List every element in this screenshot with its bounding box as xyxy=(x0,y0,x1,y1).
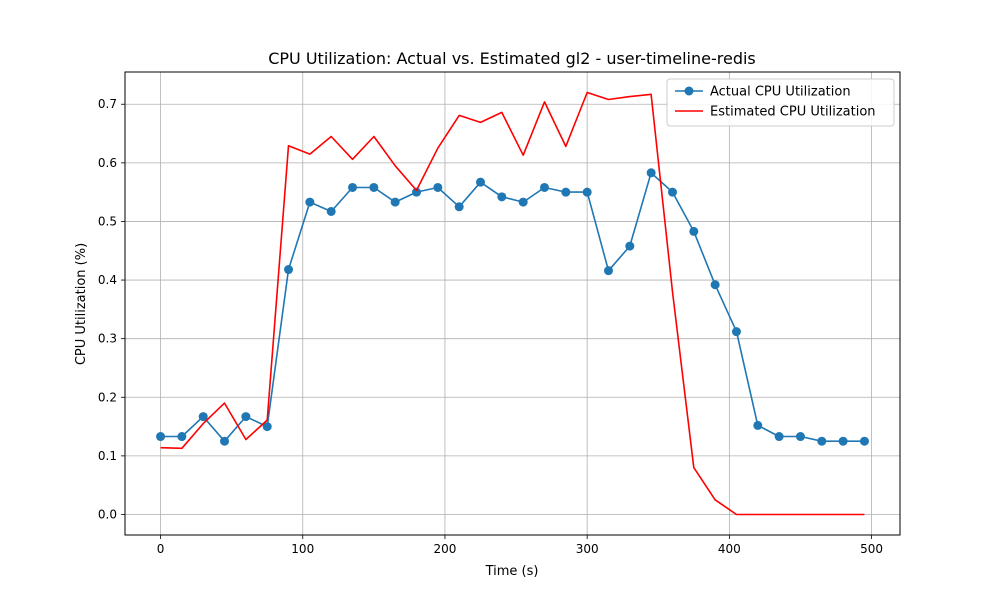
series xyxy=(156,91,869,516)
data-point xyxy=(539,182,549,192)
data-point xyxy=(859,436,869,446)
x-tick-label: 500 xyxy=(860,542,883,556)
x-tick-label: 200 xyxy=(434,542,457,556)
chart-title: CPU Utilization: Actual vs. Estimated gl… xyxy=(268,49,756,68)
y-tick-label: 0.4 xyxy=(98,273,117,287)
data-point xyxy=(198,412,208,422)
data-point xyxy=(838,436,848,446)
data-point xyxy=(454,202,464,212)
data-point xyxy=(625,241,635,251)
data-point xyxy=(305,197,315,207)
data-point xyxy=(156,432,166,442)
data-point xyxy=(390,197,400,207)
data-point xyxy=(518,197,528,207)
data-point xyxy=(646,168,656,178)
legend-box xyxy=(666,78,895,127)
data-point xyxy=(667,187,677,197)
data-point xyxy=(795,432,805,442)
y-tick-label: 0.5 xyxy=(98,214,117,228)
data-point xyxy=(433,182,443,192)
data-point xyxy=(262,422,272,432)
series-actual-cpu-utilization xyxy=(156,168,869,446)
x-tick-label: 0 xyxy=(157,542,165,556)
data-point xyxy=(369,182,379,192)
data-point xyxy=(603,266,613,276)
plot-frame xyxy=(124,71,901,536)
y-tick-label: 0.3 xyxy=(98,332,117,346)
data-point xyxy=(220,436,230,446)
data-point xyxy=(582,187,592,197)
ticks: 0 100 200 300 400 500 0.0 0.1 0.2 0.3 0.4 0.5 0.6 0.7 xyxy=(98,97,883,556)
y-tick-label: 0.2 xyxy=(98,390,117,404)
data-point xyxy=(753,420,763,430)
data-point xyxy=(177,432,187,442)
legend-label: Actual CPU Utilization xyxy=(710,85,851,100)
series-estimated-cpu-utilization xyxy=(160,91,865,516)
legend-label: Estimated CPU Utilization xyxy=(710,105,876,120)
data-point xyxy=(476,177,486,187)
data-point xyxy=(241,412,251,422)
data-point xyxy=(561,187,571,197)
y-tick-label: 0.0 xyxy=(98,507,117,521)
data-point xyxy=(689,226,699,236)
x-tick-label: 400 xyxy=(718,542,741,556)
data-point xyxy=(412,187,422,197)
y-tick-label: 0.1 xyxy=(98,449,117,463)
y-axis-label: CPU Utilization (%) xyxy=(74,243,89,365)
data-point xyxy=(774,432,784,442)
series-line xyxy=(160,172,865,443)
x-axis-label: Time (s) xyxy=(485,564,539,579)
data-point xyxy=(817,436,827,446)
grid xyxy=(125,72,900,535)
data-point xyxy=(497,192,507,202)
series-line xyxy=(160,91,865,516)
y-tick-label: 0.6 xyxy=(98,156,117,170)
legend: Actual CPU Utilization Estimated CPU Util… xyxy=(666,78,895,127)
data-point xyxy=(731,327,741,337)
data-point xyxy=(284,265,294,275)
data-point xyxy=(326,206,336,216)
legend-marker xyxy=(684,86,694,96)
data-point xyxy=(348,182,358,192)
y-tick-label: 0.7 xyxy=(98,97,117,111)
x-tick-label: 300 xyxy=(576,542,599,556)
data-point xyxy=(710,280,720,290)
x-tick-label: 100 xyxy=(291,542,314,556)
